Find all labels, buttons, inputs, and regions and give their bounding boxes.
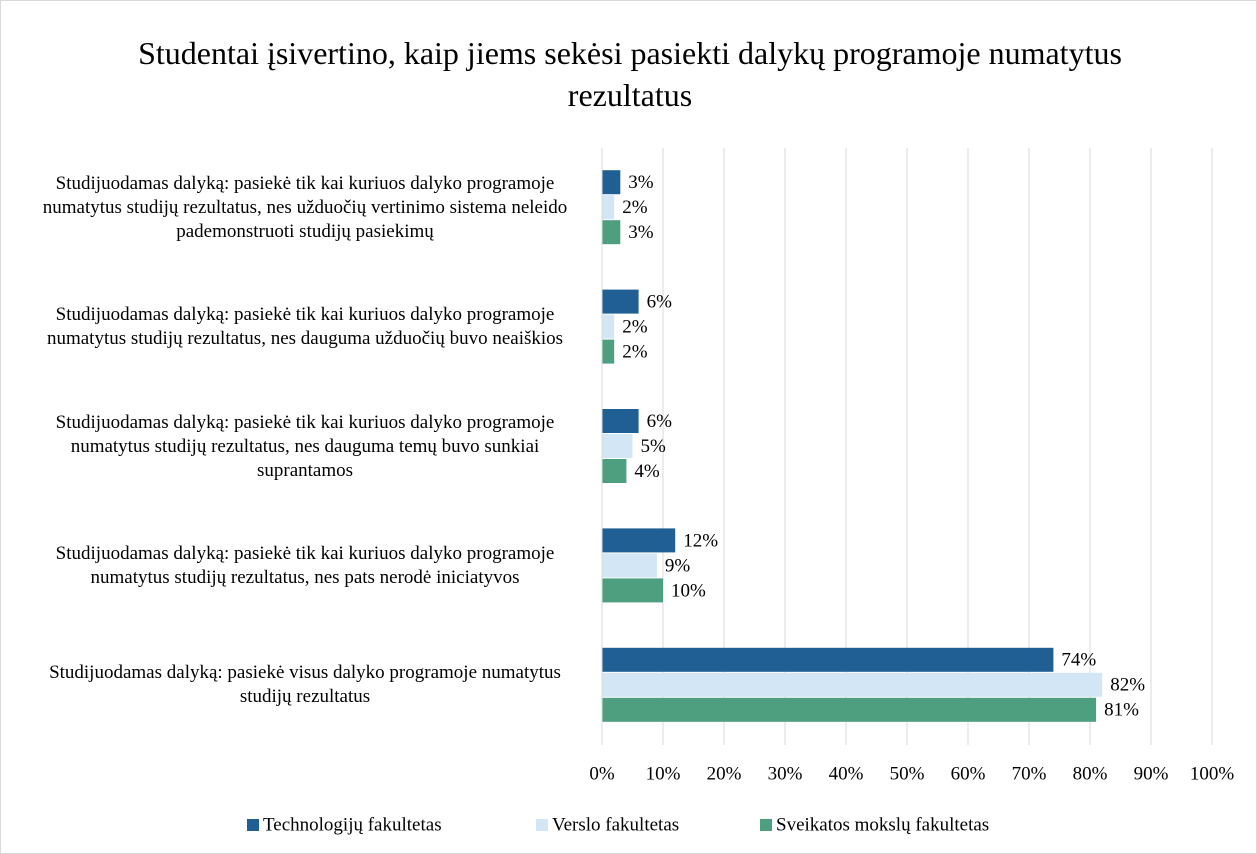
bar [602, 409, 639, 433]
legend-swatch [247, 819, 259, 831]
legend-swatch [760, 819, 772, 831]
legend-label: Technologijų fakultetas [263, 814, 442, 835]
data-label: 12% [683, 530, 718, 551]
category-label: Studijuodamas dalyką: pasiekė tik kai ku… [42, 172, 568, 242]
bar [602, 697, 1097, 722]
legend-label: Verslo fakultetas [552, 814, 679, 835]
data-label: 5% [641, 436, 667, 457]
category-label: Studijuodamas dalyką: pasiekė tik kai ku… [55, 411, 555, 481]
bar [602, 578, 663, 603]
x-tick-label: 60% [951, 763, 986, 784]
bar [602, 553, 657, 578]
chart-title: Studentai įsivertino, kaip jiems sekėsi … [138, 35, 1122, 113]
x-tick-label: 30% [768, 763, 803, 784]
x-tick-label: 70% [1012, 763, 1047, 784]
bar [602, 672, 1103, 697]
data-label: 82% [1110, 675, 1145, 696]
data-label: 3% [628, 222, 654, 243]
bar [602, 289, 639, 314]
bar [602, 170, 621, 195]
bar [602, 459, 627, 483]
bar [602, 434, 633, 458]
data-label: 9% [665, 555, 691, 576]
data-label: 81% [1104, 700, 1139, 721]
x-tick-label: 90% [1134, 763, 1169, 784]
category-label: Studijuodamas dalyką: pasiekė tik kai ku… [46, 304, 564, 350]
x-tick-label: 20% [707, 763, 742, 784]
x-tick-label: 40% [829, 763, 864, 784]
category-label: Studijuodamas dalyką: pasiekė visus daly… [49, 662, 561, 708]
bar [602, 314, 615, 339]
data-label: 10% [671, 580, 706, 601]
data-label: 2% [622, 316, 648, 337]
x-tick-label: 10% [646, 763, 681, 784]
data-label: 4% [634, 461, 660, 482]
data-label: 3% [628, 172, 654, 193]
x-tick-label: 80% [1073, 763, 1108, 784]
bar [602, 339, 615, 364]
x-tick-label: 100% [1190, 763, 1235, 784]
legend-swatch [536, 819, 548, 831]
bar [602, 528, 676, 553]
x-tick-label: 0% [589, 763, 615, 784]
data-label: 6% [647, 291, 673, 312]
data-label: 74% [1061, 650, 1096, 671]
legend-label: Sveikatos mokslų fakultetas [776, 814, 989, 835]
data-label: 2% [622, 341, 648, 362]
bar [602, 647, 1054, 672]
category-label: Studijuodamas dalyką: pasiekė tik kai ku… [55, 542, 555, 588]
bar [602, 195, 615, 220]
data-label: 2% [622, 197, 648, 218]
data-label: 6% [647, 411, 673, 432]
bar [602, 220, 621, 245]
x-tick-label: 50% [890, 763, 925, 784]
